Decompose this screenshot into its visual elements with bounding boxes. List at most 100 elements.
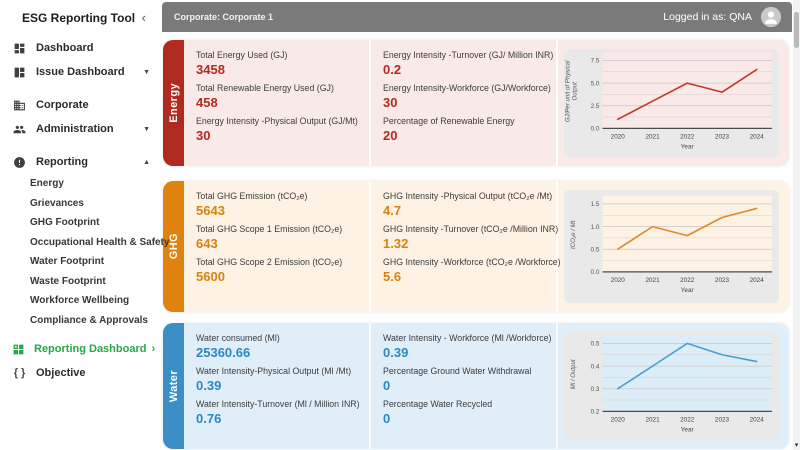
card-tab-label: Water (167, 369, 180, 403)
metric-value: 3458 (196, 62, 225, 77)
svg-text:2024: 2024 (750, 416, 765, 423)
metric-column: Energy Intensity -Turnover (GJ/ Million … (371, 40, 558, 166)
scrollbar[interactable]: ▾ (793, 0, 800, 450)
sidebar-item-label: Administration (36, 123, 114, 135)
sidebar-item-reporting[interactable]: Reporting ▲ (0, 150, 160, 174)
card-energy: Energy Total Energy Used (GJ) 3458 Total Re… (163, 40, 789, 166)
metric-total-ghg-scope-2-emission-tco-e: Total GHG Scope 2 Emission (tCO₂e) 5600 (196, 257, 363, 284)
metric-label: Percentage Water Recycled (383, 399, 493, 409)
metric-column: Water Intensity - Workforce (Ml /Workfor… (371, 323, 558, 449)
svg-text:Ml / Output: Ml / Output (570, 359, 577, 389)
metric-value: 643 (196, 236, 218, 251)
sidebar-subitem-water-footprint[interactable]: Water Footprint (30, 256, 105, 267)
svg-text:GJ/Per unit of PhysicalOutput: GJ/Per unit of PhysicalOutput (565, 60, 579, 122)
sidebar-item-objective[interactable]: { } Objective (0, 361, 160, 385)
sidebar-subitem-compliance-approvals[interactable]: Compliance & Approvals (30, 314, 148, 326)
metric-total-ghg-scope-1-emission-tco-e: Total GHG Scope 1 Emission (tCO₂e) 643 (196, 224, 363, 251)
logged-in-label: Logged in as: QNA (663, 11, 752, 23)
metric-value: 5.6 (383, 269, 402, 284)
sidebar-subitem-energy[interactable]: Energy (30, 178, 64, 189)
svg-text:2023: 2023 (715, 133, 730, 140)
sidebar-item-label: Dashboard (36, 42, 94, 54)
metric-value: 0.39 (196, 378, 222, 393)
metric-value: 30 (383, 95, 398, 110)
sidebar-nav: Dashboard Issue Dashboard ▼ Corporate Admini… (0, 31, 170, 385)
topbar: Corporate: Corporate 1 Logged in as: QNA (162, 2, 792, 32)
card-tab-ghg[interactable]: GHG (163, 181, 184, 312)
sidebar-subitem-ghg-footprint[interactable]: GHG Footprint (30, 217, 100, 228)
card-tab-energy[interactable]: Energy (163, 40, 184, 166)
metric-water-intensity-physical-output-ml-mt: Water Intensity-Physical Output (Ml /Mt)… (196, 366, 363, 393)
metric-energy-intensity-workforce-gj-workforce: Energy Intensity-Workforce (GJ/Workforce… (383, 83, 551, 110)
svg-text:2022: 2022 (680, 133, 695, 140)
chevron-up-icon[interactable]: ▲ (143, 158, 150, 166)
svg-text:2022: 2022 (680, 416, 695, 423)
metric-ghg-intensity-turnover-tco-e-million-inr: GHG Intensity -Turnover (tCO₂e /Million … (383, 224, 559, 251)
sidebar-item-label: Objective (36, 367, 86, 379)
sidebar-item-corporate[interactable]: Corporate (0, 93, 160, 117)
metric-label: Water consumed (Ml) (196, 333, 280, 343)
metric-water-intensity-workforce-ml-workforce: Water Intensity - Workforce (Ml /Workfor… (383, 333, 552, 360)
metric-label: GHG Intensity -Turnover (tCO₂e /Million … (383, 224, 559, 234)
sidebar-subitem-workforce-wellbeing[interactable]: Workforce Wellbeing (30, 295, 130, 306)
metric-label: Energy Intensity-Workforce (GJ/Workforce… (383, 83, 551, 93)
svg-text:2024: 2024 (750, 277, 765, 284)
card-water: Water Water consumed (Ml) 25360.66 Water In… (163, 323, 789, 449)
metric-total-renewable-energy-used-gj: Total Renewable Energy Used (GJ) 458 (196, 83, 363, 110)
metric-value: 0 (383, 411, 391, 426)
svg-text:2020: 2020 (611, 416, 626, 423)
metric-ghg-intensity-workforce-tco-e-workforce: GHG Intensity -Workforce (tCO₂e /Workfor… (383, 257, 561, 284)
metric-label: Water Intensity-Turnover (Ml / Million I… (196, 399, 360, 409)
dashboard-icon (12, 41, 27, 55)
metric-label: Percentage Ground Water Withdrawal (383, 366, 532, 376)
metric-value: 0.76 (196, 411, 222, 426)
metric-percentage-of-renewable-energy: Percentage of Renewable Energy 20 (383, 116, 550, 143)
svg-text:2021: 2021 (645, 277, 660, 284)
sidebar-item-label: Issue Dashboard (36, 66, 125, 78)
user-avatar-icon[interactable] (760, 6, 782, 28)
card-tab-water[interactable]: Water (163, 323, 184, 449)
metric-label: Energy Intensity -Physical Output (GJ/Mt… (196, 116, 358, 126)
ghg-trend-chart: 0.0 0.5 1.0 1.5 2020 2021 2022 2023 2024 Year tCO₂… (570, 195, 772, 294)
sidebar-item-label: Reporting (36, 156, 88, 168)
svg-text:1.0: 1.0 (591, 224, 600, 231)
chevron-down-icon[interactable]: ▼ (143, 125, 150, 133)
metric-ghg-intensity-physical-output-tco-e-mt: GHG Intensity -Physical Output (tCO₂e /M… (383, 191, 553, 218)
svg-text:0.0: 0.0 (591, 269, 600, 276)
scrollbar-down-icon[interactable]: ▾ (794, 442, 799, 449)
metric-label: Total GHG Emission (tCO₂e) (196, 191, 308, 201)
svg-text:0.4: 0.4 (591, 363, 600, 370)
card-ghg: GHG Total GHG Emission (tCO₂e) 5643 Total G… (163, 181, 789, 312)
sidebar-item-issue-dashboard[interactable]: Issue Dashboard ▼ (0, 60, 160, 84)
metric-total-ghg-emission-tco-e: Total GHG Emission (tCO₂e) 5643 (196, 191, 363, 218)
metric-label: Percentage of Renewable Energy (383, 116, 515, 126)
objective-icon: { } (13, 366, 26, 379)
svg-text:7.5: 7.5 (591, 58, 600, 65)
sidebar-item-reporting-dashboard[interactable]: Reporting Dashboard › (0, 337, 160, 361)
metric-energy-intensity-physical-output-gj-mt: Energy Intensity -Physical Output (GJ/Mt… (196, 116, 363, 143)
sidebar-item-administration[interactable]: Administration ▼ (0, 117, 160, 141)
svg-text:2020: 2020 (611, 133, 626, 140)
svg-text:2020: 2020 (611, 277, 626, 284)
issue-dashboard-icon (12, 65, 27, 79)
svg-text:0.3: 0.3 (591, 386, 600, 393)
sidebar-subitem-grievances[interactable]: Grievances (30, 197, 84, 209)
sidebar-subitem-occupational-health-safety[interactable]: Occupational Health & Safety (30, 236, 170, 248)
metric-value: 30 (196, 128, 211, 143)
sidebar-subitem-waste-footprint[interactable]: Waste Footprint (30, 275, 106, 287)
metric-value: 5600 (196, 269, 225, 284)
metric-label: Energy Intensity -Turnover (GJ/ Million … (383, 50, 554, 60)
svg-text:2021: 2021 (645, 416, 660, 423)
sidebar-collapse-icon[interactable]: ‹ (141, 10, 146, 25)
svg-text:0.5: 0.5 (591, 341, 600, 348)
chevron-down-icon[interactable]: ▼ (143, 68, 150, 76)
sidebar-item-dashboard[interactable]: Dashboard (0, 36, 160, 60)
metric-label: Total GHG Scope 1 Emission (tCO₂e) (196, 224, 343, 234)
metric-value: 0.2 (383, 62, 402, 77)
svg-text:2021: 2021 (645, 133, 660, 140)
metric-label: GHG Intensity -Physical Output (tCO₂e /M… (383, 191, 553, 201)
metric-label: Water Intensity - Workforce (Ml /Workfor… (383, 333, 552, 343)
app-title: ESG Reporting Tool (22, 10, 136, 25)
scrollbar-thumb[interactable] (794, 12, 799, 48)
